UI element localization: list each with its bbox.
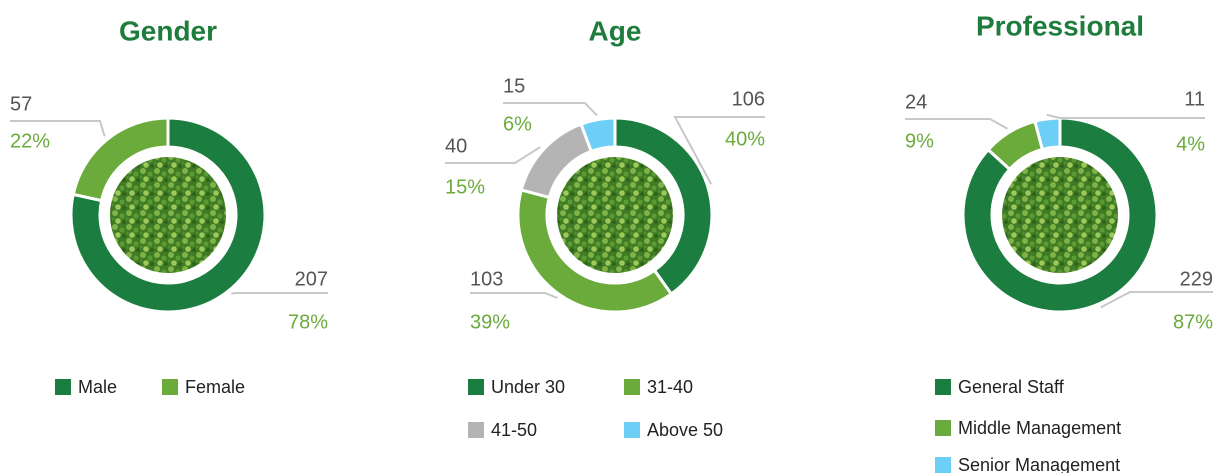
value-label: 24 — [905, 91, 927, 113]
leader-line — [905, 118, 1008, 130]
leader-line — [445, 146, 541, 164]
legend-swatch — [624, 422, 640, 438]
legend-swatch — [162, 379, 178, 395]
legend-label: Above 50 — [647, 420, 723, 440]
leader-line — [1100, 291, 1213, 309]
legend-label: Middle Management — [958, 418, 1121, 438]
legend-swatch — [935, 457, 951, 473]
value-label: 57 — [10, 93, 32, 115]
center-image — [1002, 157, 1118, 273]
legend-swatch — [55, 379, 71, 395]
share-label: 15% — [445, 176, 485, 198]
value-label: 229 — [1180, 268, 1213, 290]
share-label: 78% — [288, 311, 328, 333]
chart-title: Age — [589, 15, 642, 46]
legend-label: Female — [185, 377, 245, 397]
donut-segment — [579, 116, 617, 154]
legend-label: 31-40 — [647, 377, 693, 397]
value-label: 207 — [295, 268, 328, 290]
leader-line — [470, 292, 558, 299]
legend-label: Male — [78, 377, 117, 397]
chart-title: Professional — [976, 10, 1144, 41]
value-label: 11 — [1184, 88, 1205, 110]
donut-segment — [613, 116, 714, 297]
value-label: 103 — [470, 268, 503, 290]
value-label: 40 — [445, 135, 467, 157]
chart-title: Gender — [119, 15, 217, 46]
value-label: 106 — [732, 88, 765, 110]
leader-line — [1046, 113, 1205, 119]
legend-swatch — [468, 422, 484, 438]
leader-line — [231, 292, 328, 295]
leader-line — [10, 120, 106, 137]
legend-label: Under 30 — [491, 377, 565, 397]
center-image — [557, 157, 673, 273]
leader-line — [503, 102, 598, 117]
legend-label: General Staff — [958, 377, 1065, 397]
legend-label: 41-50 — [491, 420, 537, 440]
donut-segment — [69, 116, 267, 314]
share-label: 6% — [503, 113, 532, 135]
share-label: 39% — [470, 311, 510, 333]
share-label: 87% — [1173, 311, 1213, 333]
legend-swatch — [624, 379, 640, 395]
legend-swatch — [935, 420, 951, 436]
legend-swatch — [468, 379, 484, 395]
legend-swatch — [935, 379, 951, 395]
donut-segment — [1033, 116, 1062, 152]
donut-segment — [961, 116, 1159, 314]
share-label: 22% — [10, 130, 50, 152]
share-label: 9% — [905, 130, 934, 152]
share-label: 4% — [1176, 133, 1205, 155]
donut-segment — [71, 116, 170, 203]
share-label: 40% — [725, 128, 765, 150]
legend-label: Senior Management — [958, 455, 1120, 473]
leader-line — [673, 116, 765, 185]
center-image — [110, 157, 226, 273]
value-label: 15 — [503, 75, 525, 97]
